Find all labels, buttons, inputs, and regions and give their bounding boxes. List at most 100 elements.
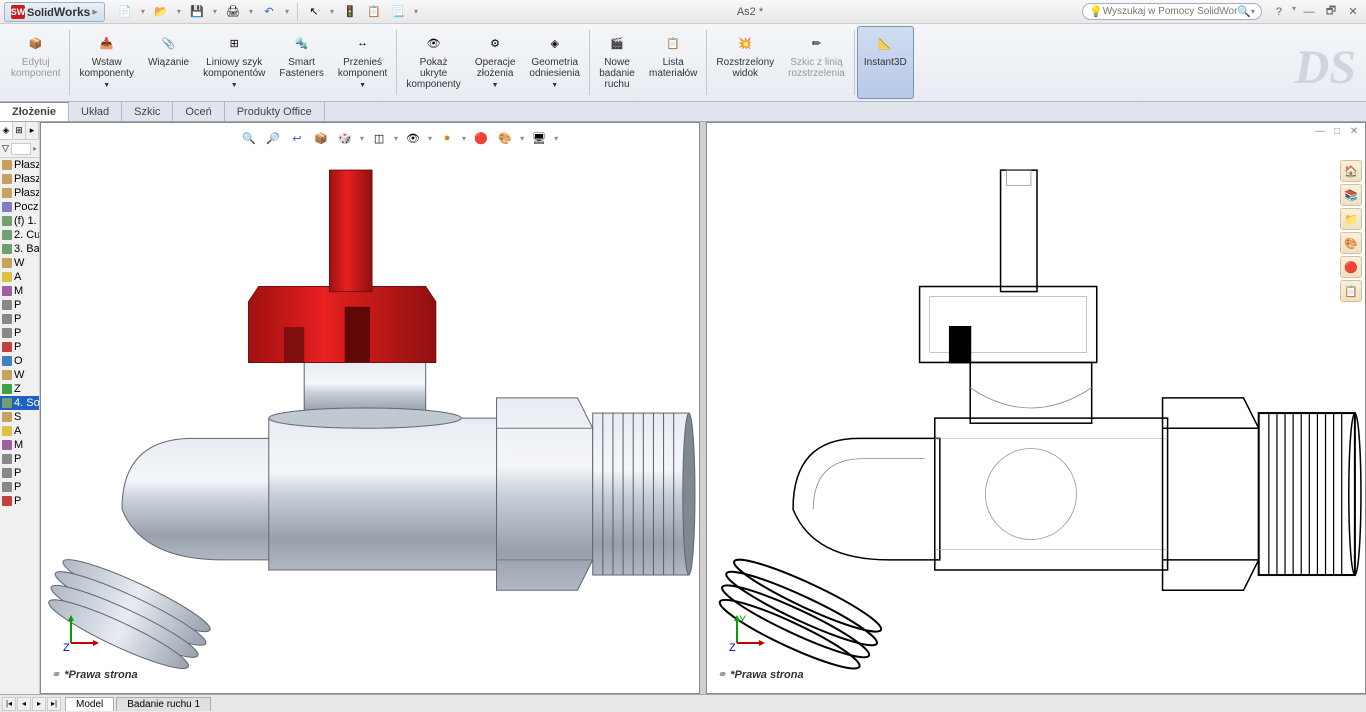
nav-last[interactable]: ▸| [47, 697, 61, 711]
resources-icon[interactable]: 🏠 [1340, 160, 1362, 182]
help-search[interactable]: 💡 🔍▾ [1082, 3, 1262, 20]
feature-tree-tab[interactable]: ◈ [0, 122, 13, 139]
ribbon-smart[interactable]: 🔩SmartFasteners [272, 26, 330, 99]
tab-oceń[interactable]: Oceń [173, 102, 224, 121]
tree-item[interactable]: P [0, 340, 39, 354]
open-file-icon[interactable]: 📂 [153, 4, 169, 20]
tree-item[interactable]: 4. So [0, 396, 39, 410]
tree-item[interactable]: P [0, 466, 39, 480]
undo-icon[interactable]: ↶ [261, 4, 277, 20]
tab-szkic[interactable]: Szkic [122, 102, 173, 121]
help-button[interactable]: ? [1270, 4, 1288, 20]
svg-text:Z: Z [63, 642, 70, 653]
pane-maximize[interactable]: □ [1330, 125, 1344, 137]
close-button[interactable]: ✕ [1344, 4, 1362, 20]
ribbon-wiązanie[interactable]: 📎Wiązanie [141, 26, 196, 99]
rebuild-icon[interactable]: 📋 [366, 4, 382, 20]
tree-item[interactable]: Z [0, 382, 39, 396]
select-icon[interactable]: ↖ [306, 4, 322, 20]
zoom-fit-icon[interactable]: 🔍 [240, 129, 258, 147]
search-icon[interactable]: 🔍 [1237, 5, 1251, 18]
ribbon-wstaw[interactable]: 📥Wstawkomponenty▼ [72, 26, 140, 99]
config-tab[interactable]: ▸ [26, 122, 39, 139]
appearances-icon[interactable]: 🔴 [1340, 256, 1362, 278]
ribbon-operacje[interactable]: ⚙Operacjezłożenia▼ [468, 26, 523, 99]
tree-item[interactable]: W [0, 256, 39, 270]
tree-item[interactable]: S [0, 410, 39, 424]
ribbon-pokaż[interactable]: 👁Pokażukrytekomponenty [399, 26, 467, 99]
tree-item[interactable]: (f) 1. [0, 214, 39, 228]
scene-icon[interactable]: ● [438, 129, 456, 147]
ribbon-rozstrzelony[interactable]: 💥Rozstrzelonywidok [709, 26, 781, 99]
custom-props-icon[interactable]: 📋 [1340, 280, 1362, 302]
tree-item[interactable]: 3. Bal [0, 242, 39, 256]
motion-tab-1[interactable]: Badanie ruchu 1 [116, 697, 211, 711]
tab-produkty office[interactable]: Produkty Office [225, 102, 325, 121]
tree-item[interactable]: O [0, 354, 39, 368]
nav-prev[interactable]: ◂ [17, 697, 31, 711]
design-library-icon[interactable]: 📚 [1340, 184, 1362, 206]
ribbon-instant3d[interactable]: 📐Instant3D [857, 26, 914, 99]
filter-icon[interactable]: ▽ [2, 143, 9, 154]
display-style-icon[interactable]: ◫ [370, 129, 388, 147]
viewport-shaded[interactable]: Z ⚭ *Prawa strona [40, 122, 700, 694]
viewport-wireframe[interactable]: — □ ✕ [706, 122, 1366, 694]
tree-item[interactable]: Płasz [0, 172, 39, 186]
ribbon-liniowy-szyk[interactable]: ⊞Liniowy szykkomponentów▼ [196, 26, 272, 99]
section-view-icon[interactable]: 📦 [312, 129, 330, 147]
tree-item[interactable]: Płasz [0, 158, 39, 172]
tree-item[interactable]: A [0, 424, 39, 438]
tree-item[interactable]: P [0, 494, 39, 508]
tab-złożenie[interactable]: Złożenie [0, 102, 69, 121]
view-palette-icon[interactable]: 🎨 [1340, 232, 1362, 254]
feature-tree[interactable]: PłaszPłaszPłaszPocz(f) 1.2. Cu3. BalWAMP… [0, 158, 39, 694]
tab-układ[interactable]: Układ [69, 102, 122, 121]
tree-item[interactable]: W [0, 368, 39, 382]
ribbon-lista[interactable]: 📋Listamateriałów [642, 26, 704, 99]
tree-item[interactable]: P [0, 452, 39, 466]
tree-item[interactable]: P [0, 298, 39, 312]
tree-item[interactable]: Pocz [0, 200, 39, 214]
previous-view-icon[interactable]: ↩ [288, 129, 306, 147]
tree-item[interactable]: P [0, 326, 39, 340]
tree-item[interactable]: M [0, 438, 39, 452]
settings-icon[interactable]: 🖥 [530, 129, 548, 147]
app-logo[interactable]: SW SolidWorks ▸ [4, 2, 105, 22]
nav-next[interactable]: ▸ [32, 697, 46, 711]
ribbon-edytuj[interactable]: 📦Edytujkomponent [4, 26, 67, 99]
property-tab[interactable]: ⊞ [13, 122, 26, 139]
new-file-icon[interactable]: 📄 [117, 4, 133, 20]
file-explorer-icon[interactable]: 📁 [1340, 208, 1362, 230]
hide-show-icon[interactable]: 👁 [404, 129, 422, 147]
solidworks-icon: SW [11, 5, 25, 19]
restore-button[interactable]: 🗗 [1322, 4, 1340, 20]
appearance-icon[interactable]: 🔴 [472, 129, 490, 147]
link-icon: ⚭ [51, 668, 60, 681]
tree-item[interactable]: P [0, 480, 39, 494]
ribbon-szkic-z-linią[interactable]: ✏Szkic z liniąrozstrzelenia [781, 26, 852, 99]
tree-item[interactable]: A [0, 270, 39, 284]
ribbon-przenieś[interactable]: ↔Przenieśkomponent▼ [331, 26, 394, 99]
render-icon[interactable]: 🎨 [496, 129, 514, 147]
link-icon: ⚭ [717, 668, 726, 681]
motion-study-tabs: |◂ ◂ ▸ ▸| ModelBadanie ruchu 1 [0, 694, 1366, 712]
motion-tab-0[interactable]: Model [65, 697, 114, 711]
pane-close[interactable]: ✕ [1347, 125, 1361, 137]
options-icon[interactable]: 📃 [390, 4, 406, 20]
command-tabs: ZłożenieUkładSzkicOceńProdukty Office [0, 102, 1366, 122]
print-icon[interactable]: 🖨 [225, 4, 241, 20]
nav-first[interactable]: |◂ [2, 697, 16, 711]
minimize-button[interactable]: — [1300, 4, 1318, 20]
zoom-area-icon[interactable]: 🔎 [264, 129, 282, 147]
ribbon-nowe[interactable]: 🎬Nowebadanieruchu [592, 26, 642, 99]
search-input[interactable] [1103, 6, 1238, 17]
tree-item[interactable]: P [0, 312, 39, 326]
tree-item[interactable]: Płasz [0, 186, 39, 200]
tree-item[interactable]: M [0, 284, 39, 298]
traffic-light-icon[interactable]: 🚦 [342, 4, 358, 20]
tree-item[interactable]: 2. Cu [0, 228, 39, 242]
ribbon-geometria[interactable]: ◈Geometriaodniesienia▼ [522, 26, 587, 99]
save-icon[interactable]: 💾 [189, 4, 205, 20]
view-orientation-icon[interactable]: 🎲 [336, 129, 354, 147]
pane-minimize[interactable]: — [1313, 125, 1327, 137]
